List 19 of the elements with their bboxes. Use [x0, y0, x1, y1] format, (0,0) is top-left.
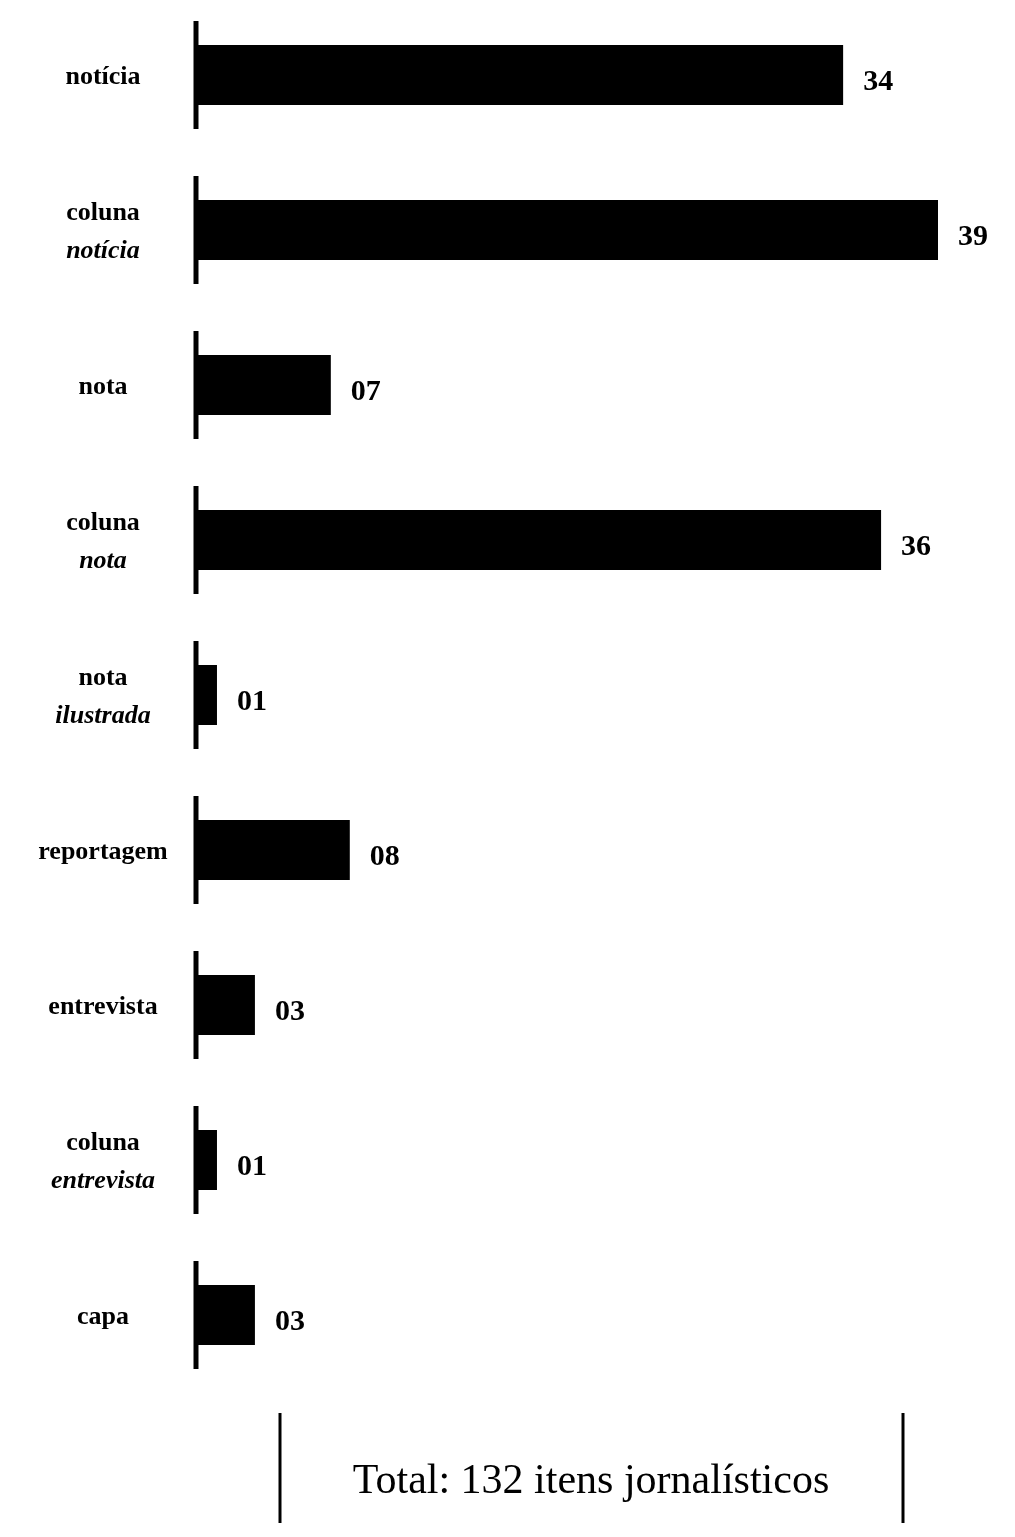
- data-label: 01: [236, 683, 267, 716]
- y-tick-label: entrevista: [48, 991, 158, 1020]
- data-label: 34: [863, 63, 894, 96]
- data-label: 03: [274, 1303, 305, 1336]
- data-label: 36: [901, 528, 932, 561]
- data-label: 01: [236, 1148, 267, 1181]
- y-tick-label: notícia: [65, 61, 141, 90]
- y-tick-label: nota: [78, 371, 128, 400]
- y-tick-label: coluna notícia: [66, 197, 140, 264]
- data-label: 39: [958, 218, 988, 251]
- y-tick-label: coluna entrevista: [51, 1127, 155, 1194]
- data-label: 08: [369, 838, 400, 871]
- data-label: 03: [274, 993, 305, 1026]
- data-label: 07: [350, 373, 381, 406]
- y-tick-label: nota ilustrada: [55, 662, 151, 729]
- text: Total: 132 itens jornalísticos: [352, 1456, 830, 1502]
- y-tick-label: capa: [77, 1301, 129, 1330]
- y-tick-label: reportagem: [38, 836, 169, 865]
- y-tick-label: coluna nota: [66, 507, 140, 574]
